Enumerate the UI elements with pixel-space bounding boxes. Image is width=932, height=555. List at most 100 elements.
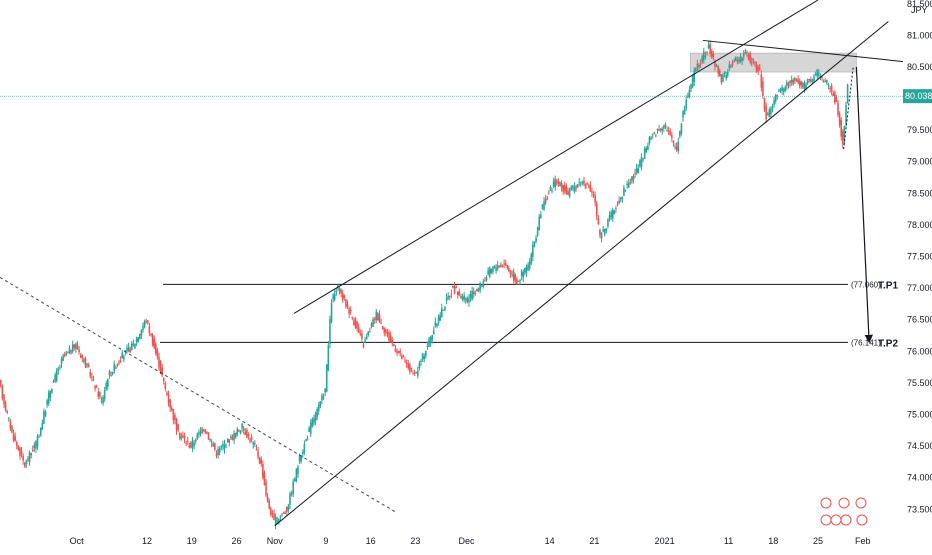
candle[interactable] [591,187,593,198]
candle[interactable] [571,184,574,191]
candle[interactable] [736,56,739,65]
candle[interactable] [356,320,358,332]
candle[interactable] [635,163,638,176]
candle[interactable] [512,268,515,284]
candle[interactable] [35,440,37,453]
candle[interactable] [570,185,572,191]
candle[interactable] [455,284,457,289]
candle[interactable] [164,381,167,392]
candle[interactable] [365,333,368,340]
candle[interactable] [599,228,601,239]
candle[interactable] [341,289,344,303]
candle[interactable] [250,433,253,443]
candle[interactable] [14,432,16,442]
candle[interactable] [143,319,146,329]
candle[interactable] [605,227,608,234]
candle[interactable] [276,516,279,525]
candle[interactable] [194,438,197,445]
candle[interactable] [829,85,831,93]
candle[interactable] [423,353,426,363]
candle[interactable] [575,184,577,192]
candle[interactable] [172,408,175,425]
candle[interactable] [313,414,315,426]
candle[interactable] [476,288,478,292]
candle[interactable] [314,411,317,426]
candle[interactable] [503,259,505,269]
candle[interactable] [685,95,688,111]
candle[interactable] [421,352,424,363]
candle[interactable] [564,181,566,195]
candle[interactable] [99,391,101,400]
candle[interactable] [193,439,195,450]
candle[interactable] [351,316,354,321]
candle[interactable] [330,299,333,324]
candle[interactable] [627,179,630,188]
candle[interactable] [758,63,761,71]
candle[interactable] [207,432,210,440]
candle[interactable] [484,277,486,282]
candle[interactable] [60,356,63,368]
candle[interactable] [394,344,397,353]
event-flag-icon[interactable] [838,497,850,509]
candle[interactable] [581,180,584,186]
candle[interactable] [680,122,683,136]
lower-channel-trendline[interactable] [274,21,889,527]
candle[interactable] [338,287,341,295]
candle[interactable] [145,318,147,324]
candle[interactable] [666,126,668,132]
candle[interactable] [308,426,310,433]
candle[interactable] [301,449,304,459]
candle[interactable] [516,276,518,285]
event-flag-icon[interactable] [830,514,842,526]
candle[interactable] [239,429,242,435]
candle[interactable] [385,328,387,337]
candle[interactable] [616,201,619,207]
candle[interactable] [715,63,718,67]
candle[interactable] [696,59,699,72]
candle[interactable] [482,278,485,289]
candle[interactable] [594,191,596,207]
candle[interactable] [595,200,598,221]
candle[interactable] [800,80,803,89]
candle[interactable] [527,262,529,271]
candle[interactable] [610,210,612,221]
candle[interactable] [3,394,5,409]
candle[interactable] [68,345,71,354]
candle[interactable] [766,112,769,116]
candle[interactable] [124,349,127,356]
candle[interactable] [768,107,771,118]
candle[interactable] [428,336,430,348]
candle[interactable] [282,511,285,514]
candle[interactable] [741,56,743,65]
candle[interactable] [645,146,648,154]
candle[interactable] [233,430,235,444]
candle[interactable] [381,325,384,330]
candle[interactable] [281,513,283,517]
candle[interactable] [658,125,660,132]
candle[interactable] [119,356,122,364]
candle[interactable] [765,102,767,124]
candle[interactable] [506,264,509,270]
candle[interactable] [763,97,766,112]
candle[interactable] [62,353,64,362]
candle[interactable] [704,51,707,60]
time-axis-panel[interactable] [0,532,932,550]
candle[interactable] [357,323,360,334]
candle[interactable] [818,69,820,79]
candle[interactable] [346,300,349,309]
candle[interactable] [91,372,93,382]
candle[interactable] [445,293,448,305]
candle[interactable] [36,434,39,450]
candle[interactable] [584,183,587,190]
candle[interactable] [832,90,835,97]
candle[interactable] [210,439,213,448]
candle[interactable] [557,178,560,188]
candle[interactable] [634,168,636,179]
candle[interactable] [396,348,398,356]
candle[interactable] [108,369,111,379]
upper-channel-trendline[interactable] [293,0,819,314]
candle[interactable] [284,510,286,515]
candle[interactable] [671,132,673,142]
candle[interactable] [548,189,550,195]
candle[interactable] [170,405,173,412]
